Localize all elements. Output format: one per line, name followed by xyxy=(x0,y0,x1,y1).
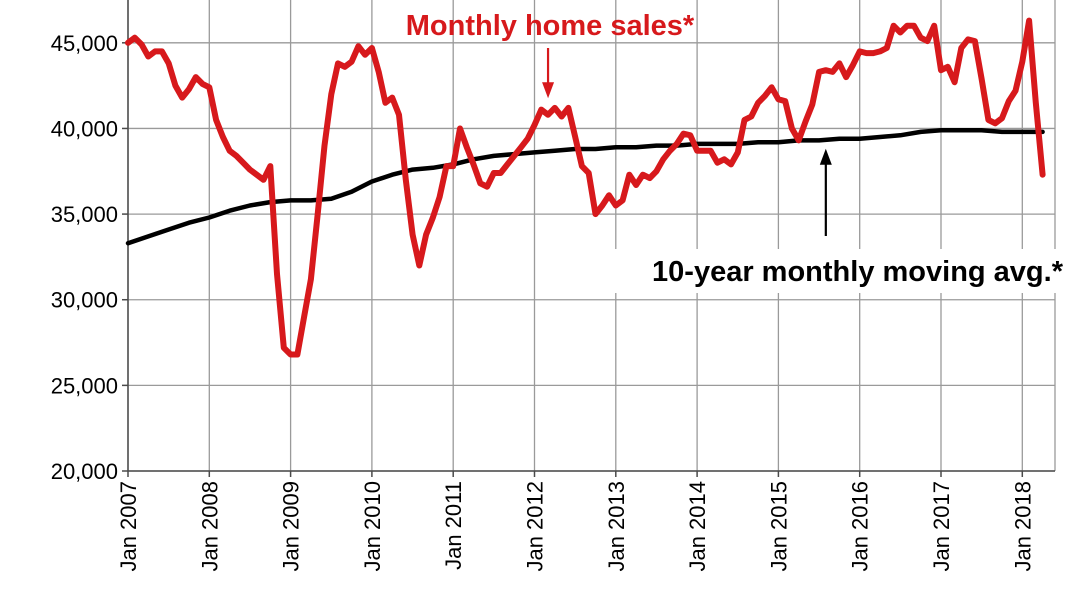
y-tick-label: 40,000 xyxy=(51,116,118,141)
x-tick-label: Jan 2013 xyxy=(604,481,629,572)
gridlines xyxy=(127,0,1056,472)
x-tick-label: Jan 2014 xyxy=(685,481,710,572)
y-tick-label: 45,000 xyxy=(51,31,118,56)
monthly-sales-line xyxy=(125,17,1046,358)
x-tick-label: Jan 2009 xyxy=(279,481,304,572)
axes xyxy=(122,0,1055,477)
y-tick-label: 25,000 xyxy=(51,373,118,398)
x-tick-label: Jan 2011 xyxy=(441,481,466,570)
moving-average-label: 10-year monthly moving avg.* xyxy=(652,256,1064,288)
moving-average-arrowhead xyxy=(819,148,832,165)
y-tick-label: 20,000 xyxy=(51,459,118,484)
x-tick-label: Jan 2016 xyxy=(848,481,873,572)
x-tick-label: Jan 2015 xyxy=(766,481,791,572)
moving-average-annotation: 10-year monthly moving avg.* xyxy=(606,148,1066,293)
x-tick-label: Jan 2012 xyxy=(523,481,548,572)
monthly-sales-arrowhead xyxy=(542,82,555,99)
x-axis-tick-labels: Jan 2007 Jan 2008 Jan 2009 Jan 2010 Jan 2011… xyxy=(116,481,1035,572)
x-tick-label: Jan 2018 xyxy=(1010,481,1035,572)
data-series xyxy=(125,17,1046,358)
x-tick-label: Jan 2017 xyxy=(929,481,954,572)
x-tick-label: Jan 2007 xyxy=(116,481,141,572)
y-axis-tick-labels: 20,000 25,000 30,000 35,000 40,000 45,000 xyxy=(51,31,118,484)
moving-average-line xyxy=(125,127,1045,246)
x-tick-label: Jan 2010 xyxy=(360,481,385,572)
y-tick-label: 35,000 xyxy=(51,202,118,227)
x-tick-label: Jan 2008 xyxy=(197,481,222,572)
monthly-sales-annotation: Monthly home sales* xyxy=(406,10,695,99)
monthly-sales-label: Monthly home sales* xyxy=(406,10,695,42)
y-tick-label: 30,000 xyxy=(51,288,118,313)
moving-average-label-background xyxy=(606,249,1066,293)
